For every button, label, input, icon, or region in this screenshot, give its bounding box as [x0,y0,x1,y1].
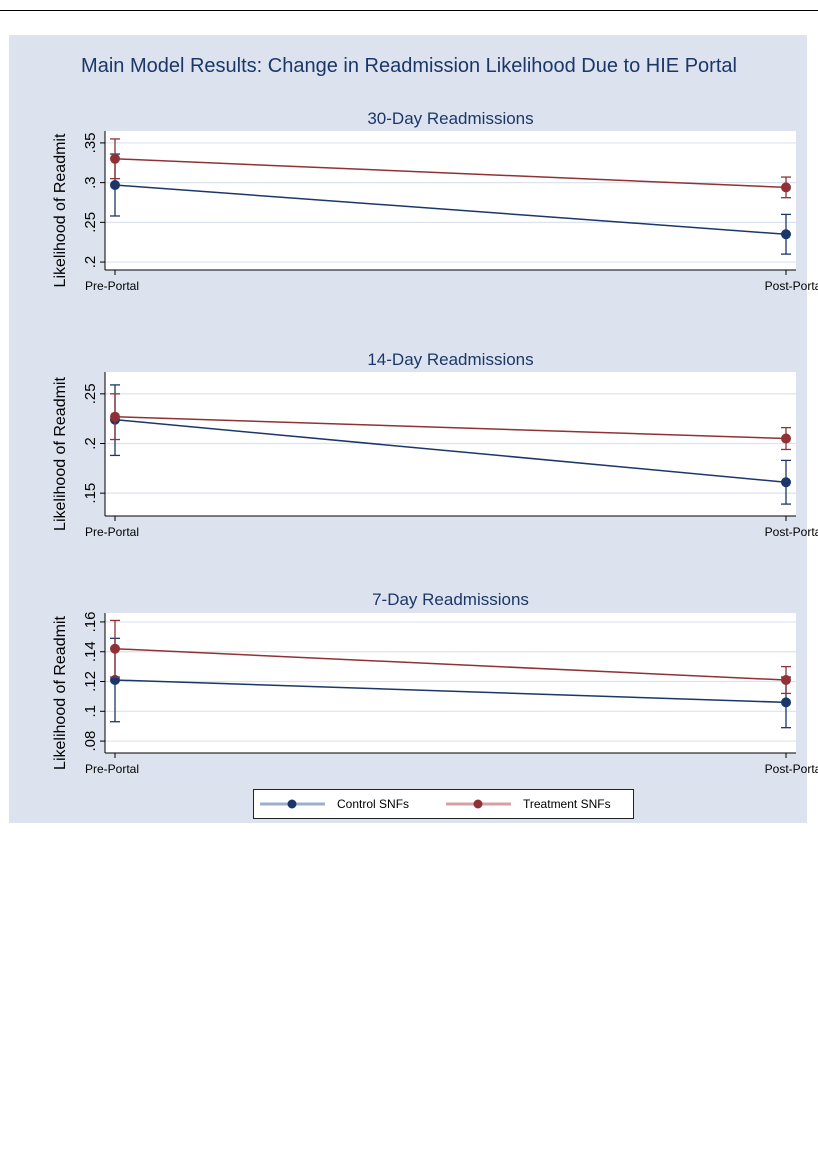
plot-area [105,131,796,270]
series-treatment [110,619,791,695]
series-line [114,679,787,704]
data-point [781,229,791,240]
legend-key-control [260,799,325,809]
x-tick-label: Post-Portal [765,525,818,539]
series-line [114,158,787,189]
x-tick-label: Post-Portal [765,762,818,776]
y-tick-label: .15 [82,483,99,504]
series-line [114,418,787,483]
data-point [110,643,120,654]
series-line [114,415,787,440]
y-tick-label: .16 [82,612,99,633]
y-axis-title: Likelihood of Readmit [52,616,69,770]
legend: Control SNFs Treatment SNFs [253,789,634,819]
y-tick-label: .25 [82,383,99,404]
y-tick-label: .35 [82,132,99,153]
x-tick-label: Pre-Portal [85,525,139,539]
panel-title: 30-Day Readmissions [367,109,533,128]
data-point [781,182,791,193]
series-control [110,153,791,255]
legend-key-treatment [446,799,511,809]
series-line [114,184,787,236]
y-tick-label: .3 [82,176,99,189]
legend-label-treatment: Treatment SNFs [523,797,611,811]
data-point [110,180,120,191]
panel-title: 7-Day Readmissions [372,590,529,609]
series-treatment [110,138,791,199]
x-tick-label: Pre-Portal [85,762,139,776]
y-tick-label: .25 [82,212,99,233]
chart-panel-2: .15 .2 .25 Pre-Portal Post-Portal 14-Day Read… [52,350,818,539]
y-tick-label: .1 [82,705,99,718]
data-point [781,433,791,444]
series-treatment [110,393,791,451]
data-point [110,411,120,422]
top-rule [0,10,818,11]
y-tick-label: .2 [82,437,99,450]
x-tick-label: Post-Portal [765,279,818,293]
y-axis-title: Likelihood of Readmit [52,133,69,287]
data-point [110,153,120,164]
legend-label-control: Control SNFs [337,797,410,811]
series-line [114,647,787,681]
data-point [781,697,791,708]
legend-item-treatment: Treatment SNFs [446,796,611,812]
y-tick-label: .2 [82,256,99,269]
data-point [781,477,791,488]
chart-panel-1: .2 .25 .3 .35 Pre-Portal Post-Portal 30-Day Re… [52,109,818,293]
panel-title: 14-Day Readmissions [367,350,533,369]
y-axis-title: Likelihood of Readmit [52,377,69,531]
legend-item-control: Control SNFs [260,796,409,812]
y-tick-label: .14 [82,641,99,662]
y-tick-label: .12 [82,671,99,692]
chart-panel-3: .08 .1 .12 .14 .16 Pre-Portal Post-Portal 7-Day… [52,590,818,776]
page-title: Main Model Results: Change in Readmissio… [81,55,737,77]
x-tick-label: Pre-Portal [85,279,139,293]
y-tick-label: .08 [82,731,99,752]
data-point [781,675,791,686]
